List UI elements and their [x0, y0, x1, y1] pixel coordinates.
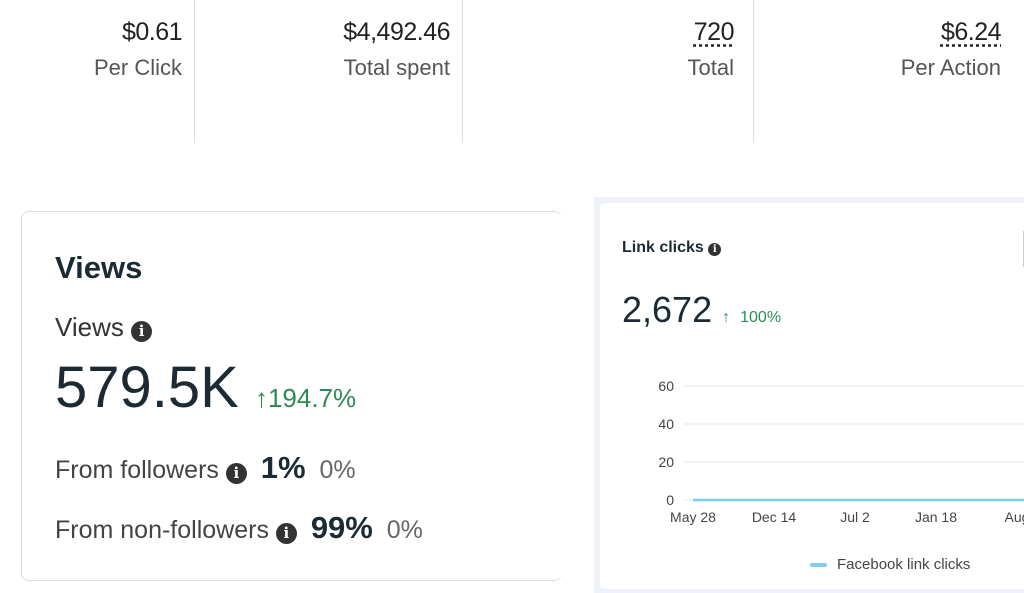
divider: [462, 0, 463, 143]
stat-value[interactable]: 720: [693, 18, 735, 46]
views-card: Views Views i 579.5K ↑194.7% From follow…: [21, 211, 562, 581]
stat-total-spent: $4,492.46 Total spent: [250, 0, 450, 143]
arrow-up-icon: ↑: [722, 309, 731, 326]
info-icon[interactable]: i: [131, 321, 153, 342]
row-change: 0%: [319, 456, 356, 484]
stat-label: Per Click: [93, 55, 182, 80]
row-label: From followers: [55, 456, 219, 484]
followers-row: From followers i 1% 0%: [55, 450, 356, 486]
stat-label: Total spent: [343, 55, 450, 80]
divider: [194, 0, 195, 143]
info-icon[interactable]: i: [225, 463, 247, 484]
info-icon[interactable]: i: [275, 523, 297, 544]
divider: [753, 0, 754, 143]
link-clicks-change: 100%: [740, 309, 782, 326]
stat-value: $4,492.46: [343, 18, 450, 46]
line-chart: 0 20 40 60 May 28 Dec 14 Jul 2 Jan 18 Aug: [658, 378, 1024, 525]
row-pct: 1%: [260, 450, 306, 485]
y-tick-label: 60: [658, 378, 674, 394]
link-clicks-card: Link clicks i 2,672 ↑ 100% 0 20 40 60 May 28…: [600, 203, 1024, 589]
link-clicks-value: 2,672: [622, 289, 713, 330]
x-tick-label: Jul 2: [840, 509, 870, 525]
legend[interactable]: Facebook link clicks: [810, 556, 970, 573]
metric-label: Views: [55, 312, 124, 342]
stat-value[interactable]: $6.24: [940, 18, 1002, 46]
link-clicks-card-frame: Link clicks i 2,672 ↑ 100% 0 20 40 60 May 28…: [594, 197, 1024, 593]
stat-label: Per Action: [900, 55, 1001, 80]
card-title: Views: [55, 250, 143, 285]
y-tick-label: 20: [658, 454, 674, 470]
views-change: 194.7%: [267, 383, 357, 413]
info-icon[interactable]: i: [708, 243, 722, 256]
x-tick-label: May 28: [670, 509, 716, 525]
row-pct: 99%: [310, 510, 373, 545]
legend-swatch: [810, 563, 827, 568]
non-followers-row: From non-followers i 99% 0%: [55, 510, 423, 546]
views-value: 579.5K: [55, 355, 239, 420]
stat-label: Total: [687, 55, 734, 80]
row-change: 0%: [386, 516, 423, 544]
y-tick-label: 0: [666, 492, 674, 508]
row-label: From non-followers: [55, 516, 269, 544]
legend-label: Facebook link clicks: [837, 556, 971, 573]
stat-per-click: $0.61 Per Click: [60, 0, 183, 143]
stat-per-action: $6.24 Per Action: [820, 0, 1002, 143]
x-tick-label: Aug: [1005, 509, 1024, 525]
x-tick-label: Dec 14: [752, 509, 797, 525]
x-tick-label: Jan 18: [915, 509, 957, 525]
stat-value: $0.61: [121, 18, 183, 46]
y-tick-label: 40: [658, 416, 674, 432]
card-title: Link clicks: [622, 239, 704, 256]
arrow-up-icon: ↑: [254, 383, 268, 413]
stat-total: 720 Total: [600, 0, 735, 143]
